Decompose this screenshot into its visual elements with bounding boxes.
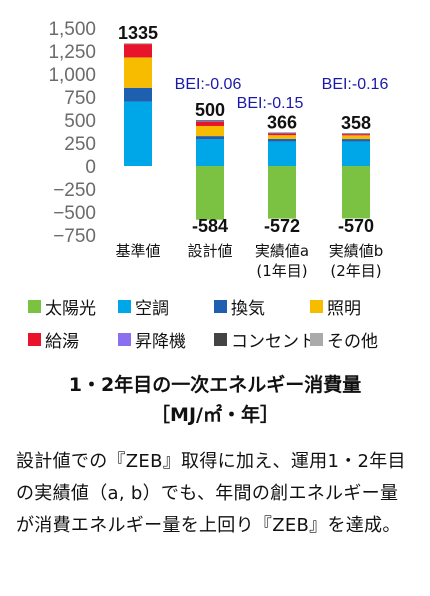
legend-label: 照明	[327, 299, 361, 319]
bar-segment	[268, 166, 296, 219]
y-tick-label: 1,250	[48, 42, 96, 63]
total-label: 358	[341, 113, 371, 133]
bar-segment	[124, 44, 152, 58]
bar-segment	[196, 166, 224, 220]
bar-segment	[342, 134, 370, 136]
legend-item: コンセント	[214, 327, 316, 352]
bar-segment	[196, 121, 224, 126]
legend-swatch	[310, 300, 323, 313]
bar-segment	[124, 57, 152, 88]
y-tick-label: −500	[53, 203, 96, 224]
legend: 太陽光 空調 換気 照明給湯 昇降機 コンセント その他	[28, 294, 428, 352]
legend-item: 給湯	[28, 327, 118, 352]
legend-label: その他	[327, 332, 378, 352]
bar-segment	[196, 121, 224, 122]
chart-caption: 1・2年目の一次エネルギー消費量 ［MJ/㎡・年］	[0, 370, 430, 430]
y-tick-label: 750	[64, 88, 96, 109]
bar-segment	[268, 132, 296, 133]
y-tick-label: −250	[53, 180, 96, 201]
legend-swatch	[28, 300, 41, 313]
legend-item: 換気	[214, 294, 310, 319]
description-text: 設計値での『ZEB』取得に加え、運用1・2年目の実績値（a, b）でも、年間の創…	[16, 451, 406, 536]
bar-segment	[196, 139, 224, 166]
bar-segment	[342, 139, 370, 142]
legend-label: 昇降機	[135, 332, 186, 352]
bar-segment	[342, 135, 370, 140]
x-category-label: 実績値b (2年目)	[329, 242, 384, 280]
x-category-label: 設計値	[187, 242, 232, 260]
y-tick-label: 1,500	[48, 19, 96, 40]
legend-label: 換気	[231, 299, 265, 319]
caption-title: 1・2年目の一次エネルギー消費量	[68, 374, 362, 396]
bei-label: BEI:-0.06	[175, 76, 242, 93]
generation-label: -572	[264, 216, 300, 236]
legend-item: 照明	[310, 294, 410, 319]
bar-segment	[196, 125, 224, 137]
legend-item: 昇降機	[118, 327, 214, 352]
bar-segment	[342, 166, 370, 219]
bei-label: BEI:-0.16	[322, 76, 389, 93]
bar-segment	[342, 141, 370, 166]
legend-item: 太陽光	[28, 294, 118, 319]
legend-item: 空調	[118, 294, 214, 319]
bar-segment	[268, 133, 296, 134]
bar-segment	[196, 120, 224, 122]
legend-swatch	[118, 333, 131, 346]
bar-segment	[268, 133, 296, 136]
bar-segment	[268, 138, 296, 142]
bar-segment	[342, 133, 370, 135]
total-label: 1335	[118, 23, 158, 43]
bars	[124, 43, 370, 220]
bar-segment	[124, 43, 152, 45]
x-category-label: 基準値	[115, 242, 160, 260]
total-label: 366	[267, 112, 297, 132]
y-tick-label: 500	[64, 111, 96, 132]
bar-segment	[124, 101, 152, 166]
y-tick-label: 0	[85, 157, 96, 178]
data-labels: 1335 500 366 358 -584 -572 -570 BEI:-0.06 BEI:-0…	[118, 23, 388, 236]
legend-label: 空調	[135, 299, 169, 319]
legend-label: 給湯	[45, 332, 79, 352]
x-axis: 基準値 設計値 実績値a (1年目) 実績値b (2年目)	[115, 242, 383, 280]
y-tick-label: −750	[53, 226, 96, 247]
legend-swatch	[28, 333, 41, 346]
bar-segment	[196, 120, 224, 121]
legend-label: コンセント	[231, 332, 316, 352]
bar-segment	[268, 141, 296, 166]
bar-segment	[196, 136, 224, 140]
legend-item: その他	[310, 327, 410, 352]
total-label: 500	[195, 100, 225, 120]
bar-segment	[342, 133, 370, 134]
legend-swatch	[118, 300, 131, 313]
x-category-label: 実績値a (1年目)	[255, 242, 309, 280]
generation-label: -584	[192, 216, 228, 236]
caption-unit: ［MJ/㎡・年］	[151, 404, 279, 426]
legend-label: 太陽光	[45, 299, 96, 319]
y-tick-label: 1,000	[48, 65, 96, 86]
y-tick-label: 250	[64, 134, 96, 155]
bar-segment	[268, 135, 296, 139]
legend-swatch	[310, 333, 323, 346]
bei-label: BEI:-0.15	[237, 95, 304, 112]
generation-label: -570	[338, 216, 374, 236]
bar-segment	[124, 87, 152, 102]
legend-swatch	[214, 300, 227, 313]
legend-swatch	[214, 333, 227, 346]
